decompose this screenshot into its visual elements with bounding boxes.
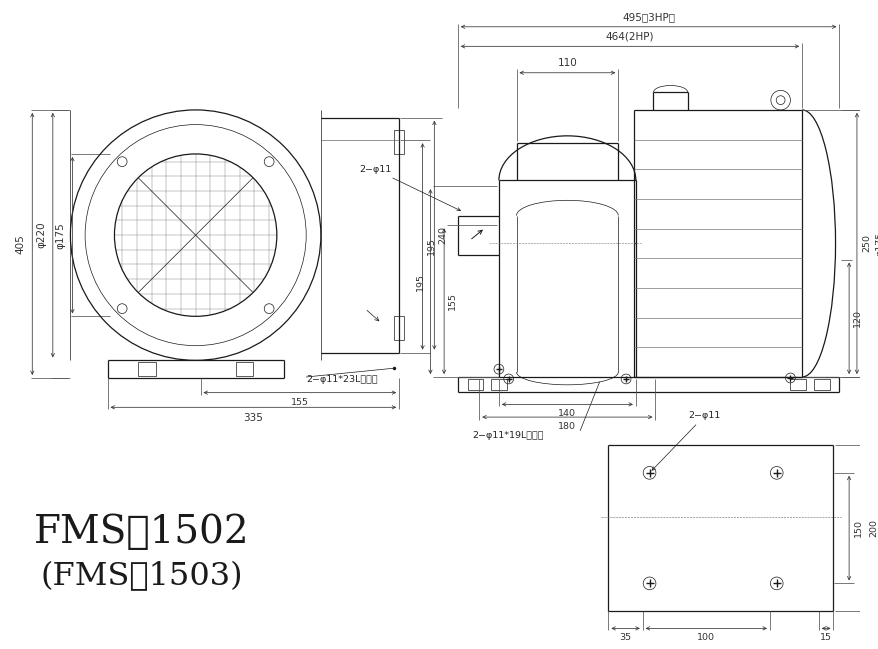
- Text: 15: 15: [819, 633, 831, 643]
- Text: 405: 405: [16, 234, 25, 254]
- Text: 100: 100: [696, 633, 715, 643]
- Bar: [813, 379, 829, 389]
- Text: 2−φ11: 2−φ11: [358, 165, 460, 211]
- Text: 2−φ11*23L橢圓孔: 2−φ11*23L橢圓孔: [306, 375, 378, 384]
- Text: 155: 155: [448, 292, 457, 310]
- Bar: [394, 316, 404, 340]
- Text: (FMS－1503): (FMS－1503): [40, 561, 243, 592]
- Bar: [789, 379, 805, 389]
- Text: 195: 195: [415, 273, 424, 291]
- Text: 120: 120: [852, 310, 861, 327]
- Text: φ220: φ220: [36, 222, 46, 249]
- Text: φ175: φ175: [874, 231, 878, 256]
- Text: 240: 240: [438, 226, 447, 244]
- Bar: [394, 130, 404, 154]
- Text: 495（3HP）: 495（3HP）: [622, 12, 674, 22]
- Text: φ175: φ175: [55, 222, 66, 249]
- Bar: [138, 362, 155, 376]
- Text: 464(2HP): 464(2HP): [605, 31, 653, 42]
- Text: 150: 150: [853, 519, 862, 537]
- Text: 155: 155: [291, 398, 308, 406]
- Text: 35: 35: [619, 633, 631, 643]
- Text: 110: 110: [557, 58, 577, 68]
- Text: 2−φ11: 2−φ11: [651, 411, 720, 471]
- Text: 200: 200: [868, 519, 878, 537]
- Text: 2−φ11*19L橢圓孔: 2−φ11*19L橢圓孔: [472, 431, 543, 440]
- Bar: [235, 362, 253, 376]
- Bar: [467, 379, 483, 389]
- Text: 335: 335: [243, 413, 263, 423]
- Text: 195: 195: [426, 238, 435, 256]
- Bar: [491, 379, 506, 389]
- Text: FMS－1502: FMS－1502: [34, 514, 249, 551]
- Text: 250: 250: [860, 234, 870, 252]
- Text: 180: 180: [558, 422, 576, 431]
- Text: 140: 140: [558, 410, 576, 418]
